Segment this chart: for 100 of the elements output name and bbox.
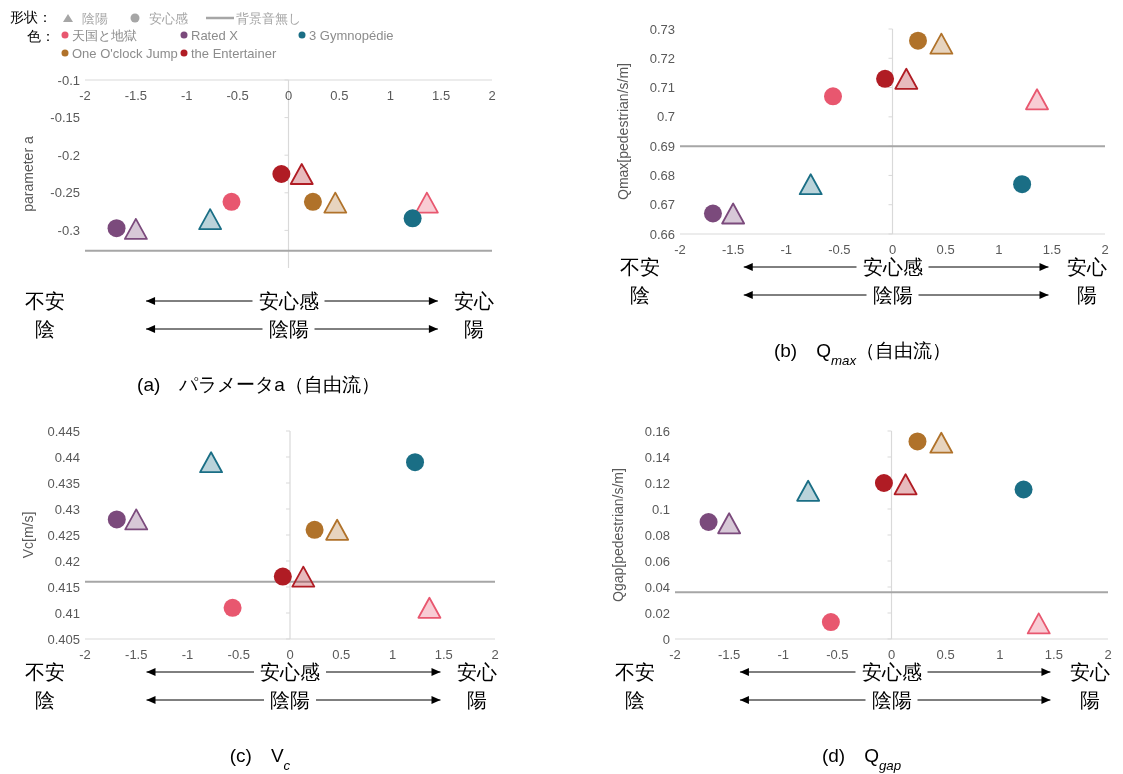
x-tick-label: 1.5 — [434, 647, 453, 662]
x-tick-label: 1 — [386, 88, 394, 103]
x-tick-label: -1 — [181, 647, 194, 662]
y-tick-label: 0.1 — [651, 501, 670, 517]
text: 陽 — [1077, 284, 1097, 306]
y-axis-title: Vc[m/s] — [20, 511, 36, 559]
point — [1014, 480, 1033, 499]
point — [894, 67, 919, 90]
point — [929, 32, 954, 55]
point — [824, 87, 842, 106]
y-tick-label: -0.15 — [50, 110, 80, 126]
point — [909, 31, 927, 50]
point — [414, 191, 439, 214]
text: 陰陽 — [871, 689, 912, 711]
y-tick-label: 0.06 — [644, 553, 670, 569]
point — [796, 479, 821, 502]
x-tick-label: 1 — [996, 647, 1004, 662]
text: 安心 — [1067, 256, 1107, 278]
x-tick-label: 0.5 — [936, 242, 955, 257]
x-tick-label: 2 — [488, 88, 496, 103]
text: 陰陽 — [82, 11, 108, 26]
point — [123, 218, 148, 240]
point — [223, 598, 242, 617]
point — [289, 163, 314, 185]
x-tick-label: -1 — [777, 647, 790, 662]
text: (d) Q$_{gap}$ — [821, 745, 902, 773]
x-tick-label: 1.5 — [1042, 242, 1061, 257]
legend-label: 背景音無し — [236, 11, 301, 26]
y-tick-label: 0.16 — [644, 423, 670, 439]
text: 陰 — [35, 689, 55, 711]
y-tick-label: 0.445 — [47, 423, 80, 439]
legend-label: One O'clock Jump — [72, 46, 178, 61]
text: 陰陽 — [872, 284, 913, 306]
text: 不安 — [25, 290, 65, 312]
x-tick-label: -2 — [674, 242, 686, 257]
x-tick-label: 0.5 — [936, 647, 955, 662]
point — [876, 69, 895, 88]
text: (c) V$_{c}$ — [229, 745, 291, 773]
x-tick-label: -2 — [669, 647, 681, 662]
point — [305, 520, 324, 539]
y-tick-label: 0.435 — [47, 475, 80, 491]
point — [222, 192, 241, 211]
legend-label: 天国と地獄 — [72, 28, 137, 43]
x-tick-label: 1.5 — [1044, 647, 1063, 662]
text: 陽 — [1080, 689, 1100, 711]
x-tick-label: -1.5 — [124, 88, 148, 103]
point — [272, 165, 291, 183]
legend-label: 3 Gymnopédie — [309, 28, 394, 43]
text: 陽 — [467, 689, 487, 711]
point — [199, 451, 223, 474]
y-tick-label: 0.69 — [649, 138, 675, 154]
y-tick-label: -0.1 — [57, 72, 80, 88]
text: 不安 — [25, 661, 65, 683]
x-tick-label: -2 — [79, 88, 91, 103]
y-tick-label: 0 — [662, 631, 670, 647]
point — [908, 432, 927, 451]
y-tick-label: 0.66 — [649, 226, 675, 242]
text: 安心感 — [149, 11, 188, 26]
x-tick-label: 1 — [995, 242, 1003, 257]
x-tick-label: 0 — [887, 647, 896, 662]
point — [721, 202, 746, 225]
point — [417, 596, 442, 619]
y-tick-label: 0.44 — [54, 449, 80, 465]
point — [1025, 88, 1049, 111]
y-tick-label: 0.425 — [47, 527, 80, 543]
x-tick-label: 0 — [286, 647, 294, 662]
text: 陰 — [35, 318, 55, 340]
y-tick-label: 0.72 — [649, 50, 675, 66]
y-tick-label: 0.04 — [644, 579, 670, 595]
legend-label: Rated X — [191, 28, 239, 43]
point — [403, 209, 422, 228]
y-tick-label: 0.67 — [649, 197, 675, 213]
point — [798, 173, 823, 196]
x-tick-label: -0.5 — [227, 647, 250, 662]
text: 色： — [27, 28, 55, 44]
text: 陽 — [464, 318, 484, 340]
text: 陰 — [625, 689, 645, 711]
text: 安心感 — [260, 661, 320, 683]
y-axis-title: parameter a — [20, 136, 36, 212]
point — [929, 431, 954, 454]
y-tick-label: -0.2 — [57, 147, 80, 163]
x-tick-label: -1 — [780, 242, 793, 257]
y-tick-label: 0.73 — [649, 21, 675, 37]
point — [325, 518, 350, 541]
x-tick-label: 0.5 — [332, 647, 351, 662]
y-tick-label: 0.405 — [47, 631, 80, 647]
text: (b) Q$_{max}$（自由流） — [773, 340, 952, 368]
point — [323, 191, 348, 214]
x-tick-label: -0.5 — [826, 647, 849, 662]
point — [273, 567, 292, 586]
y-tick-label: 0.415 — [47, 579, 80, 595]
point — [124, 508, 149, 531]
text: (a) パラメータa（自由流） — [137, 374, 380, 395]
y-axis-title: Qmax[pedestrian/s/m] — [615, 63, 631, 200]
x-tick-label: -1.5 — [717, 647, 741, 662]
point — [291, 565, 316, 588]
y-tick-label: 0.41 — [54, 605, 80, 621]
x-tick-label: 2 — [491, 647, 499, 662]
y-tick-label: 0.68 — [649, 167, 675, 183]
text: 安心感 — [862, 256, 923, 278]
